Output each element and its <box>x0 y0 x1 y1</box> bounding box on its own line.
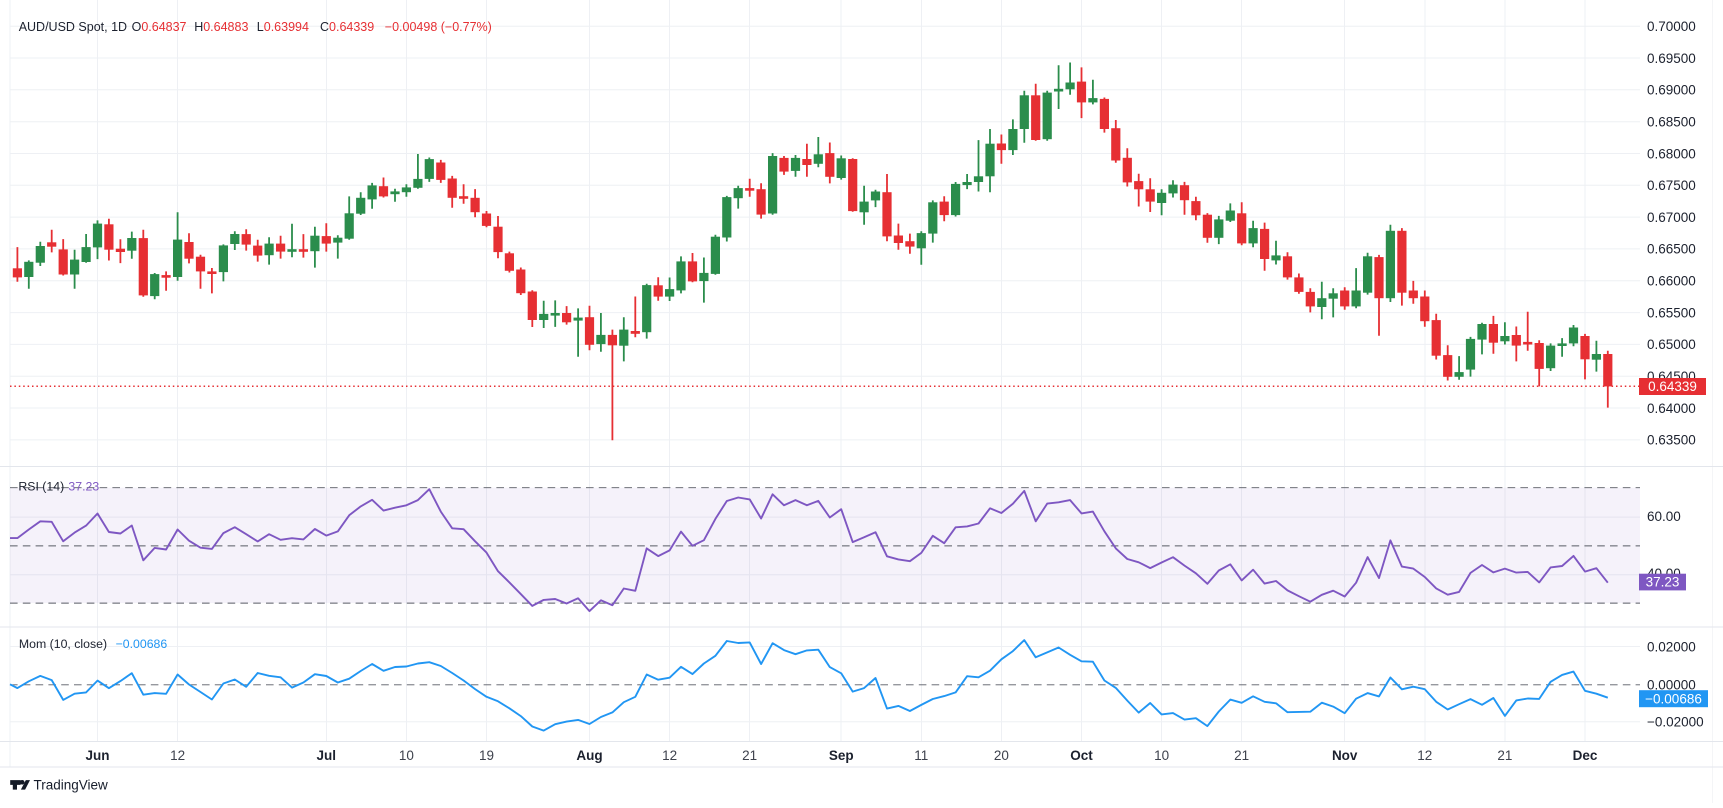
svg-text:O0.64837: O0.64837 <box>132 20 187 34</box>
svg-text:10: 10 <box>399 748 414 763</box>
svg-text:0.66000: 0.66000 <box>1647 274 1696 289</box>
svg-text:Dec: Dec <box>1573 748 1598 763</box>
svg-text:0.64339: 0.64339 <box>1648 379 1697 394</box>
svg-text:−0.00686: −0.00686 <box>1645 691 1702 706</box>
svg-text:RSI (14): RSI (14) <box>18 480 64 494</box>
svg-text:21: 21 <box>1234 748 1249 763</box>
svg-text:0.65500: 0.65500 <box>1647 305 1696 320</box>
svg-text:Mom (10, close): Mom (10, close) <box>19 637 107 651</box>
svg-text:Nov: Nov <box>1332 748 1358 763</box>
svg-text:0.67000: 0.67000 <box>1647 210 1696 225</box>
svg-text:21: 21 <box>1497 748 1512 763</box>
svg-text:19: 19 <box>479 748 494 763</box>
svg-text:12: 12 <box>1417 748 1432 763</box>
svg-text:0.65000: 0.65000 <box>1647 337 1696 352</box>
svg-text:10: 10 <box>1154 748 1169 763</box>
svg-text:Oct: Oct <box>1070 748 1093 763</box>
svg-text:0.00000: 0.00000 <box>1647 678 1696 693</box>
svg-text:0.63500: 0.63500 <box>1647 433 1696 448</box>
svg-text:0.68500: 0.68500 <box>1647 115 1696 130</box>
svg-text:Sep: Sep <box>829 748 854 763</box>
svg-text:37.23: 37.23 <box>68 480 99 494</box>
svg-text:−0.00498 (−0.77%): −0.00498 (−0.77%) <box>385 20 492 34</box>
svg-text:L0.63994: L0.63994 <box>257 20 309 34</box>
svg-text:0.67500: 0.67500 <box>1647 178 1696 193</box>
svg-text:TradingView: TradingView <box>34 778 109 793</box>
svg-text:0.69500: 0.69500 <box>1647 51 1696 66</box>
svg-text:C0.64339: C0.64339 <box>320 20 374 34</box>
svg-text:H0.64883: H0.64883 <box>194 20 248 34</box>
svg-text:−0.00686: −0.00686 <box>116 637 168 651</box>
svg-text:12: 12 <box>662 748 677 763</box>
svg-text:0.69000: 0.69000 <box>1647 83 1696 98</box>
svg-text:12: 12 <box>170 748 185 763</box>
svg-text:21: 21 <box>742 748 757 763</box>
svg-text:Jun: Jun <box>85 748 109 763</box>
svg-text:0.02000: 0.02000 <box>1647 639 1696 654</box>
svg-text:37.23: 37.23 <box>1646 575 1680 590</box>
svg-text:0.64000: 0.64000 <box>1647 401 1696 416</box>
svg-text:0.68000: 0.68000 <box>1647 146 1696 161</box>
svg-text:Jul: Jul <box>317 748 337 763</box>
svg-text:20: 20 <box>994 748 1009 763</box>
svg-text:AUD/USD Spot, 1D: AUD/USD Spot, 1D <box>19 20 127 34</box>
svg-text:0.70000: 0.70000 <box>1647 19 1696 34</box>
svg-text:11: 11 <box>914 748 928 763</box>
svg-text:60.00: 60.00 <box>1647 509 1681 524</box>
svg-text:Aug: Aug <box>576 748 602 763</box>
svg-text:0.66500: 0.66500 <box>1647 242 1696 257</box>
svg-text:−0.02000: −0.02000 <box>1647 715 1704 730</box>
